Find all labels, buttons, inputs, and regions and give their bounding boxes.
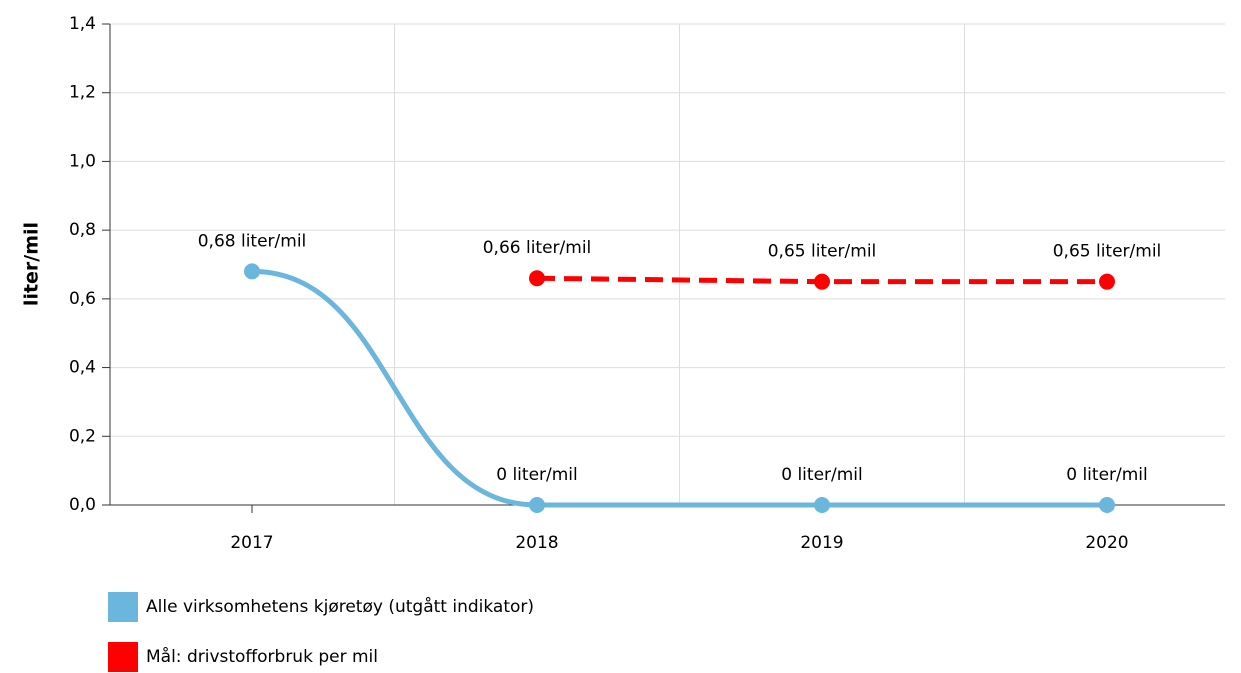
y-tick-label: 1,0 bbox=[69, 151, 96, 171]
x-tick-label: 2018 bbox=[515, 533, 558, 553]
data-label: 0 liter/mil bbox=[781, 465, 863, 485]
y-tick-label: 0,2 bbox=[69, 426, 96, 446]
legend-label: Alle virksomhetens kjøretøy (utgått indi… bbox=[146, 596, 534, 617]
y-tick-label: 0,4 bbox=[69, 358, 96, 378]
y-tick-label: 0,8 bbox=[69, 220, 96, 240]
y-tick-label: 1,2 bbox=[69, 83, 96, 103]
y-tick-label: 0,6 bbox=[69, 289, 96, 309]
point bbox=[1099, 497, 1115, 513]
x-tick-label: 2017 bbox=[230, 533, 273, 553]
legend-swatch bbox=[108, 592, 138, 622]
point bbox=[814, 497, 830, 513]
legend-label: Mål: drivstofforbruk per mil bbox=[146, 646, 378, 667]
point bbox=[814, 273, 830, 290]
data-label: 0 liter/mil bbox=[1066, 465, 1148, 485]
point bbox=[1099, 273, 1115, 290]
x-tick-label: 2020 bbox=[1085, 533, 1128, 553]
point bbox=[244, 263, 260, 280]
y-axis-label: liter/mil bbox=[21, 222, 43, 306]
point bbox=[529, 270, 545, 287]
data-label: 0,66 liter/mil bbox=[483, 238, 592, 258]
y-tick-label: 1,4 bbox=[69, 14, 96, 34]
data-label: 0,68 liter/mil bbox=[198, 231, 307, 251]
point bbox=[529, 497, 545, 513]
y-tick-label: 0,0 bbox=[69, 495, 96, 515]
data-label: 0,65 liter/mil bbox=[768, 242, 877, 262]
legend-swatch bbox=[108, 642, 138, 672]
data-label: 0 liter/mil bbox=[496, 465, 578, 485]
x-tick-label: 2019 bbox=[800, 533, 843, 553]
series-line bbox=[251, 268, 1107, 508]
data-label: 0,65 liter/mil bbox=[1053, 242, 1162, 262]
